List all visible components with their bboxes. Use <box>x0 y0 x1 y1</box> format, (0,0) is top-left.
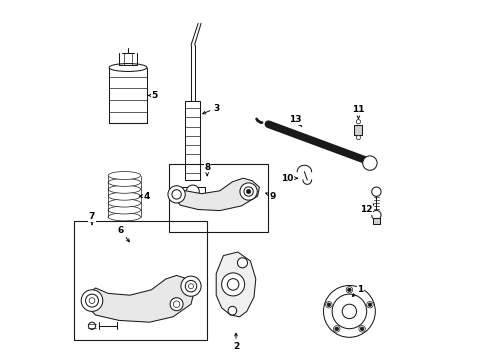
Circle shape <box>326 301 332 308</box>
Circle shape <box>334 326 340 332</box>
Circle shape <box>89 298 95 303</box>
Circle shape <box>81 290 103 311</box>
Text: 8: 8 <box>204 163 210 176</box>
Circle shape <box>346 287 353 293</box>
Ellipse shape <box>108 213 141 221</box>
Circle shape <box>186 185 199 198</box>
Circle shape <box>170 298 183 311</box>
Ellipse shape <box>108 192 141 200</box>
Circle shape <box>363 156 377 170</box>
Ellipse shape <box>108 179 141 186</box>
Circle shape <box>356 135 361 140</box>
Bar <box>354 125 363 135</box>
Circle shape <box>347 288 351 292</box>
Text: 4: 4 <box>140 192 150 201</box>
Bar <box>74 221 207 340</box>
Circle shape <box>342 304 357 319</box>
Circle shape <box>356 120 361 124</box>
Text: 3: 3 <box>203 104 220 114</box>
Bar <box>373 219 380 224</box>
Bar <box>170 164 269 232</box>
Circle shape <box>174 189 180 194</box>
Ellipse shape <box>108 199 141 207</box>
Circle shape <box>227 279 239 290</box>
Circle shape <box>372 187 381 197</box>
Circle shape <box>335 327 339 331</box>
Circle shape <box>172 190 181 199</box>
Circle shape <box>327 303 331 306</box>
Text: 11: 11 <box>352 105 365 118</box>
Circle shape <box>323 285 375 337</box>
Circle shape <box>189 284 194 289</box>
Polygon shape <box>216 252 256 317</box>
Text: 5: 5 <box>148 91 157 100</box>
Bar <box>109 68 147 123</box>
Polygon shape <box>88 275 195 322</box>
Bar <box>181 187 204 196</box>
Circle shape <box>367 301 373 308</box>
Ellipse shape <box>108 206 141 214</box>
Circle shape <box>240 183 257 200</box>
Polygon shape <box>175 178 259 211</box>
Circle shape <box>173 301 180 307</box>
Circle shape <box>368 303 372 306</box>
Circle shape <box>332 294 367 329</box>
Text: 13: 13 <box>289 115 302 127</box>
Circle shape <box>372 210 381 220</box>
Text: 2: 2 <box>233 333 239 351</box>
Text: 10: 10 <box>281 174 297 183</box>
Circle shape <box>246 189 251 194</box>
Bar <box>185 101 200 180</box>
Circle shape <box>238 258 247 268</box>
Ellipse shape <box>108 171 141 180</box>
Text: 9: 9 <box>266 192 276 201</box>
Circle shape <box>185 280 197 292</box>
Circle shape <box>86 294 98 307</box>
Text: 7: 7 <box>89 212 95 225</box>
Ellipse shape <box>108 185 141 193</box>
Circle shape <box>88 322 96 329</box>
Circle shape <box>228 306 237 315</box>
Text: 12: 12 <box>361 204 374 214</box>
Circle shape <box>221 273 245 296</box>
Circle shape <box>360 327 364 331</box>
Text: 1: 1 <box>352 285 363 296</box>
Text: 6: 6 <box>118 226 129 242</box>
Circle shape <box>244 187 253 196</box>
Ellipse shape <box>109 64 147 72</box>
Circle shape <box>359 326 366 332</box>
Circle shape <box>168 186 185 203</box>
Circle shape <box>181 276 201 296</box>
